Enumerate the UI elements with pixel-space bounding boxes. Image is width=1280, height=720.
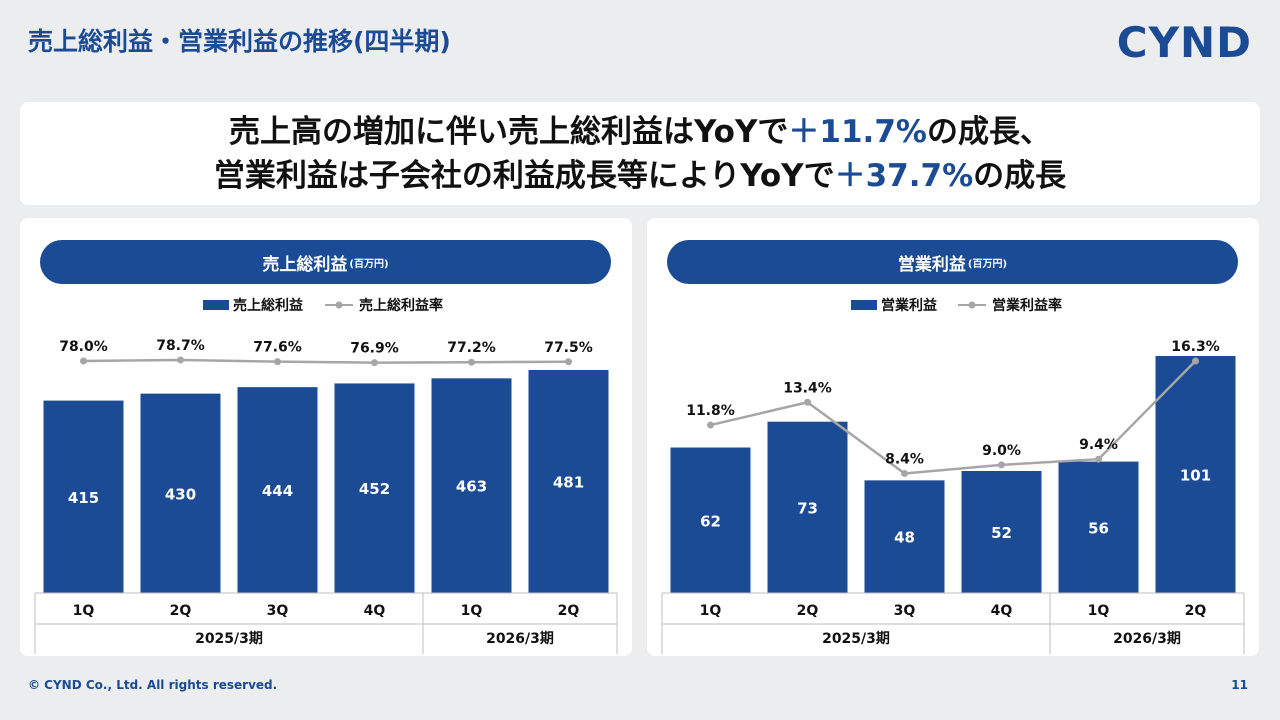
bar <box>1058 461 1139 593</box>
rate-point <box>80 357 87 365</box>
page-number: 11 <box>1231 678 1248 692</box>
x-tick-label: 4Q <box>364 603 386 619</box>
bar-value-label: 62 <box>700 512 721 530</box>
x-tick-label: 2Q <box>1185 603 1207 619</box>
rate-label: 13.4% <box>783 380 832 396</box>
legend-bar-swatch <box>851 300 877 310</box>
rate-label: 78.7% <box>156 338 205 354</box>
legend-line-label: 売上総利益率 <box>359 297 443 314</box>
chart-title-text: 営業利益 <box>897 254 966 275</box>
bar <box>237 387 318 593</box>
copyright: © CYND Co., Ltd. All rights reserved. <box>28 678 278 692</box>
bar <box>43 400 124 593</box>
x-tick-label: 3Q <box>894 603 916 619</box>
message-text: 営業利益は子会社の利益成長等によりYoYで <box>213 157 835 194</box>
rate-label: 8.4% <box>885 451 924 467</box>
gross-profit-chart: 売上総利益 売上総利益率 415 430 444 452 463 481 78.0% 78.7% 7… <box>34 297 618 654</box>
x-tick-label: 2Q <box>797 603 819 619</box>
rate-label: 76.9% <box>350 341 399 357</box>
rate-point <box>274 358 281 366</box>
bar <box>767 421 848 593</box>
rate-label: 77.5% <box>544 340 593 356</box>
key-message-line-1: 売上高の増加に伴い売上総利益はYoYで＋11.7%の成長、 <box>229 110 1051 154</box>
x-tick-label: 2Q <box>558 603 580 619</box>
rate-point <box>177 356 184 364</box>
rate-point <box>565 358 572 366</box>
x-tick-label: 1Q <box>1088 603 1110 619</box>
chart-unit: (百万円) <box>967 258 1008 270</box>
x-tick-label: 1Q <box>73 603 95 619</box>
bar <box>334 383 415 593</box>
fiscal-year-label: 2026/3期 <box>486 631 554 647</box>
gross-profit-chart-title: 売上総利益 (百万円) <box>40 240 611 284</box>
fiscal-year-label: 2025/3期 <box>195 631 263 647</box>
cynd-logo: CYND <box>1116 18 1252 67</box>
rate-point <box>707 421 714 429</box>
operating-profit-chart-title: 営業利益 (百万円) <box>667 240 1238 284</box>
chart-unit: (百万円) <box>349 258 389 270</box>
legend-bar-swatch <box>203 300 229 310</box>
rate-line <box>83 358 569 364</box>
bar <box>528 369 609 593</box>
bar-value-label: 73 <box>797 499 818 517</box>
legend-line-marker <box>968 301 976 309</box>
bar <box>1155 356 1236 593</box>
key-message: 売上高の増加に伴い売上総利益はYoYで＋11.7%の成長、 営業利益は子会社の利… <box>20 102 1260 205</box>
legend-bar-label: 売上総利益 <box>233 297 303 314</box>
message-text: 売上高の増加に伴い売上総利益はYoYで <box>229 113 789 150</box>
legend-line-label: 営業利益率 <box>992 297 1062 314</box>
operating-profit-growth: ＋37.7% <box>834 157 974 194</box>
bar-value-label: 430 <box>165 485 196 503</box>
fiscal-year-label: 2025/3期 <box>822 631 890 647</box>
message-text: の成長 <box>973 157 1067 194</box>
gross-profit-panel: 売上総利益 (百万円) 売上総利益 売上総利益率 415 430 444 452 463 481… <box>20 218 632 656</box>
x-tick-label: 4Q <box>991 603 1013 619</box>
rate-line <box>710 360 1197 475</box>
message-text: の成長、 <box>926 113 1051 150</box>
bar-value-label: 101 <box>1180 467 1211 485</box>
rate-label: 9.4% <box>1079 437 1118 453</box>
chart-title-text: 売上総利益 <box>262 254 348 275</box>
rate-point <box>468 358 475 366</box>
rate-point <box>998 461 1005 469</box>
x-tick-label: 1Q <box>700 603 722 619</box>
fiscal-year-label: 2026/3期 <box>1113 631 1181 647</box>
rate-label: 11.8% <box>686 403 735 419</box>
bar <box>864 480 945 593</box>
bar-value-label: 48 <box>894 529 915 547</box>
key-message-line-2: 営業利益は子会社の利益成長等によりYoYで＋37.7%の成長 <box>214 154 1066 198</box>
rate-point <box>1095 455 1102 463</box>
rate-label: 78.0% <box>59 339 108 355</box>
bar-value-label: 481 <box>553 473 584 491</box>
gross-profit-growth: ＋11.7% <box>788 113 927 150</box>
bar <box>670 447 751 593</box>
page-title: 売上総利益・営業利益の推移(四半期) <box>28 27 451 56</box>
rate-point <box>901 469 908 477</box>
rate-label: 9.0% <box>982 443 1021 459</box>
bar-value-label: 56 <box>1088 519 1109 537</box>
rate-point <box>371 359 378 367</box>
operating-profit-panel: 営業利益 (百万円) 営業利益 営業利益率 62 73 48 52 56 101 11.8% 13.… <box>647 218 1259 656</box>
x-tick-label: 2Q <box>170 603 192 619</box>
rate-point <box>804 398 811 406</box>
legend-bar-label: 営業利益 <box>881 297 937 314</box>
operating-profit-chart: 営業利益 営業利益率 62 73 48 52 56 101 11.8% 13.4% 8.4% 9.0%… <box>661 297 1245 654</box>
bar <box>431 378 512 593</box>
bar-value-label: 463 <box>456 478 487 496</box>
bar-value-label: 452 <box>359 480 390 498</box>
x-tick-label: 3Q <box>267 603 289 619</box>
legend-line-marker <box>335 301 343 309</box>
x-tick-label: 1Q <box>461 603 483 619</box>
rate-point <box>1192 357 1199 365</box>
rate-label: 77.2% <box>447 340 496 356</box>
bar <box>140 393 221 593</box>
bar-value-label: 444 <box>262 482 293 500</box>
bar <box>961 470 1042 593</box>
bar-value-label: 52 <box>991 524 1012 542</box>
rate-label: 16.3% <box>1171 339 1220 355</box>
rate-label: 77.6% <box>253 340 302 356</box>
bar-value-label: 415 <box>68 489 99 507</box>
